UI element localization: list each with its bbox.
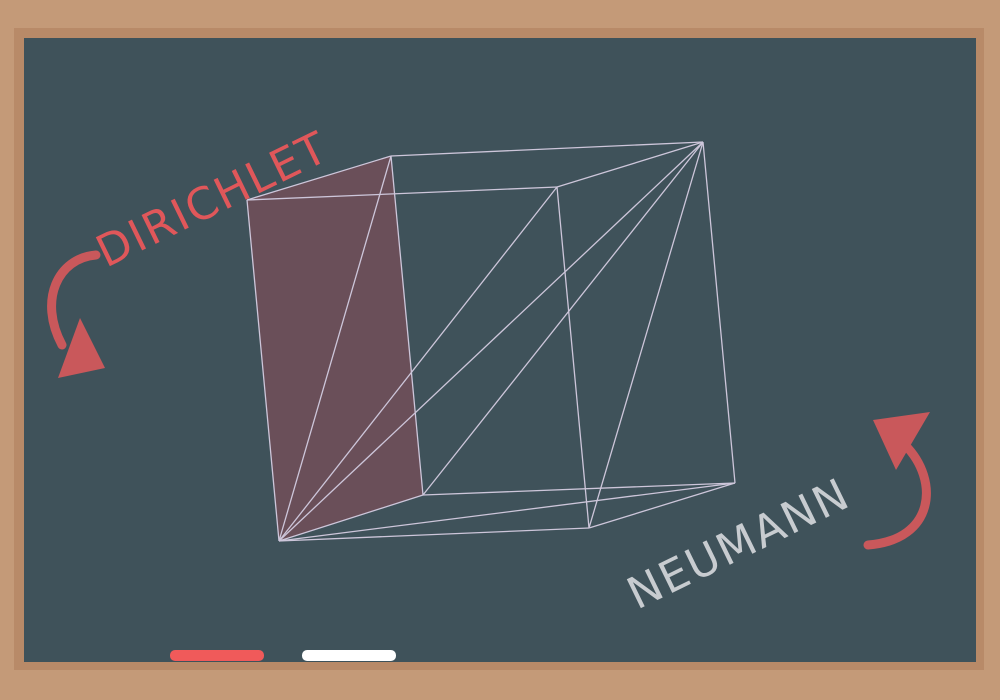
diagonal <box>278 482 736 542</box>
diagonal <box>278 141 704 542</box>
edge <box>278 494 424 542</box>
edge <box>390 141 704 157</box>
diagonal <box>422 141 704 496</box>
edge <box>422 482 736 496</box>
edge <box>246 155 392 201</box>
red-chalk[interactable] <box>170 650 264 661</box>
diagonal <box>278 186 558 542</box>
board-surface <box>24 38 976 662</box>
edge <box>588 482 736 529</box>
edge <box>278 527 590 542</box>
edge <box>556 186 590 529</box>
white-chalk[interactable] <box>302 650 396 661</box>
neumann-arrow-icon <box>863 412 931 550</box>
cube-wireframe <box>246 141 736 542</box>
diagonal <box>278 155 392 542</box>
dirichlet-arrow-icon <box>47 250 105 378</box>
edge <box>246 199 280 542</box>
edge <box>556 141 704 188</box>
edge <box>702 141 736 484</box>
diagonal <box>588 141 704 529</box>
edge <box>246 186 558 201</box>
edge <box>390 155 424 496</box>
